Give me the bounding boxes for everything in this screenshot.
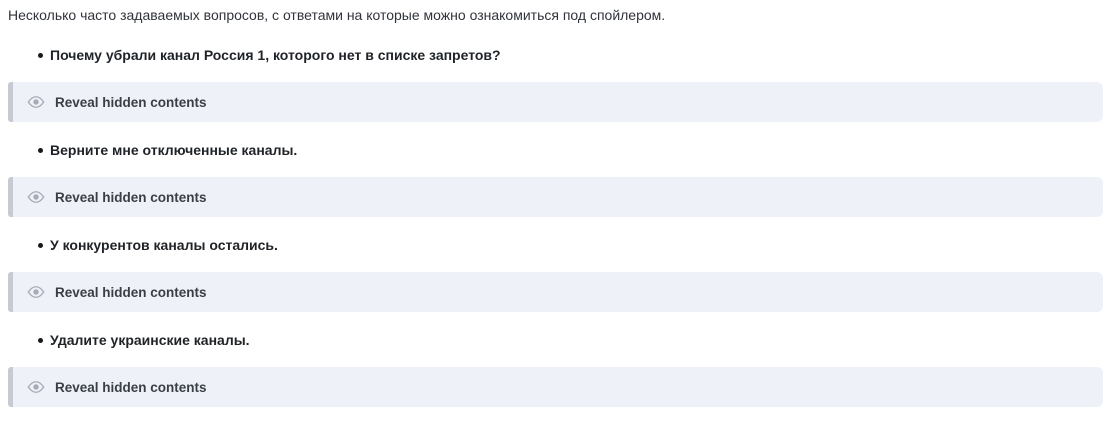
forum-post-body: Несколько часто задаваемых вопросов, с о…	[8, 7, 1103, 407]
faq-question-text: У конкурентов каналы остались.	[50, 237, 278, 253]
faq-question: Почему убрали канал Россия 1, которого н…	[8, 48, 1103, 63]
bullet-marker	[38, 53, 43, 58]
spoiler-label: Reveal hidden contents	[55, 189, 207, 205]
faq-list: Почему убрали канал Россия 1, которого н…	[8, 48, 1103, 63]
spoiler-toggle[interactable]: Reveal hidden contents	[8, 177, 1103, 217]
intro-paragraph: Несколько часто задаваемых вопросов, с о…	[8, 7, 666, 23]
eye-icon	[27, 96, 45, 108]
faq-list: У конкурентов каналы остались.	[8, 238, 1103, 253]
faq-question: Удалите украинские каналы.	[8, 333, 1103, 348]
faq-question: Верните мне отключенные каналы.	[8, 143, 1103, 158]
faq-question: У конкурентов каналы остались.	[8, 238, 1103, 253]
spoiler-toggle[interactable]: Reveal hidden contents	[8, 272, 1103, 312]
bullet-marker	[38, 148, 43, 153]
faq-question-text: Почему убрали канал Россия 1, которого н…	[50, 47, 501, 63]
faq-question-text: Удалите украинские каналы.	[50, 332, 250, 348]
faq-question-text: Верните мне отключенные каналы.	[50, 142, 298, 158]
eye-icon	[27, 381, 45, 393]
eye-icon	[27, 191, 45, 203]
faq-list: Удалите украинские каналы.	[8, 333, 1103, 348]
spoiler-label: Reveal hidden contents	[55, 379, 207, 395]
eye-icon	[27, 286, 45, 298]
spoiler-toggle[interactable]: Reveal hidden contents	[8, 82, 1103, 122]
faq-list: Верните мне отключенные каналы.	[8, 143, 1103, 158]
bullet-marker	[38, 243, 43, 248]
bullet-marker	[38, 338, 43, 343]
spoiler-toggle[interactable]: Reveal hidden contents	[8, 367, 1103, 407]
spoiler-label: Reveal hidden contents	[55, 94, 207, 110]
spoiler-label: Reveal hidden contents	[55, 284, 207, 300]
